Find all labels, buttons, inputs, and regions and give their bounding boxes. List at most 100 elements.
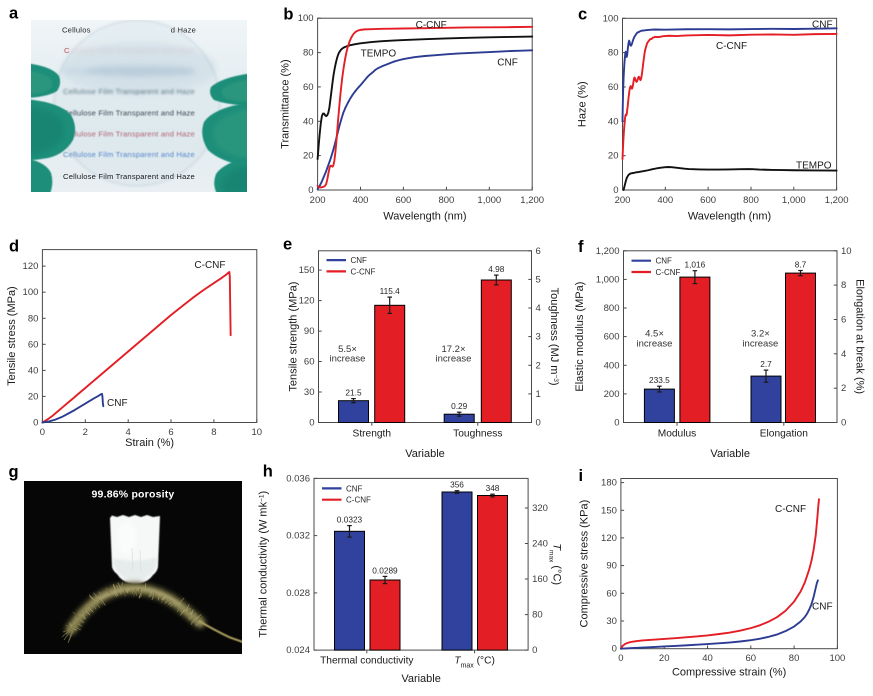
svg-text:Cellulose Film Transparent and: Cellulose Film Transparent and Haze [63, 87, 195, 96]
svg-text:6: 6 [841, 315, 846, 326]
svg-text:h: h [263, 462, 273, 480]
svg-text:2.7: 2.7 [760, 359, 772, 369]
svg-text:200: 200 [604, 389, 620, 400]
svg-text:600: 600 [604, 332, 620, 343]
svg-text:600: 600 [700, 195, 716, 206]
svg-text:Thermal conductivity (W mk−1): Thermal conductivity (W mk−1) [258, 491, 270, 638]
svg-text:C-CNF: C-CNF [346, 496, 371, 505]
svg-text:4.5×: 4.5× [645, 328, 664, 339]
svg-text:0: 0 [33, 418, 38, 429]
svg-text:400: 400 [657, 195, 673, 206]
svg-text:Cellulose Film Transparent and: Cellulose Film Transparent and Haze [63, 46, 195, 55]
svg-text:C-CNF: C-CNF [416, 20, 447, 31]
svg-text:0: 0 [308, 185, 313, 196]
svg-text:CNF: CNF [351, 256, 368, 265]
svg-text:115.4: 115.4 [380, 286, 401, 296]
svg-text:21.5: 21.5 [345, 388, 362, 398]
svg-text:80: 80 [303, 48, 314, 59]
svg-text:Strength: Strength [353, 429, 392, 440]
svg-text:TEMPO: TEMPO [361, 49, 397, 60]
svg-text:Cellulose Film Transparent and: Cellulose Film Transparent and Haze [63, 130, 195, 139]
svg-text:5.5×: 5.5× [338, 344, 357, 355]
svg-text:0.028: 0.028 [286, 588, 310, 599]
svg-text:10: 10 [252, 427, 263, 438]
svg-text:0: 0 [614, 418, 619, 429]
svg-text:0: 0 [612, 644, 617, 655]
svg-text:Wavelength (nm): Wavelength (nm) [383, 211, 466, 223]
svg-text:Cellulose Film Transparent and: Cellulose Film Transparent and Haze [63, 109, 195, 118]
svg-text:240: 240 [532, 539, 548, 550]
svg-text:800: 800 [743, 195, 759, 206]
svg-text:100: 100 [298, 13, 314, 24]
svg-text:100: 100 [829, 653, 845, 664]
svg-text:90: 90 [606, 561, 617, 572]
svg-text:1,000: 1,000 [477, 195, 501, 206]
svg-text:400: 400 [604, 360, 620, 371]
svg-text:b: b [283, 6, 293, 24]
svg-text:C-CNF: C-CNF [656, 268, 681, 277]
svg-text:120: 120 [299, 296, 315, 307]
svg-text:120: 120 [23, 261, 39, 272]
svg-text:233.5: 233.5 [649, 375, 670, 385]
svg-text:150: 150 [601, 505, 617, 516]
svg-text:Elastic modulus (MPa): Elastic modulus (MPa) [574, 282, 586, 392]
svg-text:120: 120 [601, 533, 617, 544]
svg-text:Cellulose Film Transparent and: Cellulose Film Transparent and Haze [63, 150, 195, 159]
svg-text:5: 5 [536, 274, 541, 285]
svg-text:Elongation at break (%): Elongation at break (%) [854, 279, 866, 394]
svg-text:40: 40 [702, 653, 713, 664]
svg-text:348: 348 [486, 483, 500, 493]
svg-text:Variable: Variable [401, 673, 441, 685]
svg-text:800: 800 [438, 195, 454, 206]
svg-text:2: 2 [536, 360, 541, 371]
svg-text:Cellulose Film Transparent and: Cellulose Film Transparent and Haze [63, 67, 195, 76]
svg-text:C-CNF: C-CNF [194, 260, 225, 271]
svg-text:100: 100 [603, 13, 619, 24]
svg-text:0: 0 [532, 645, 537, 656]
svg-text:60: 60 [608, 82, 619, 93]
svg-text:40: 40 [303, 116, 314, 127]
svg-text:200: 200 [310, 195, 326, 206]
svg-text:0: 0 [841, 418, 846, 429]
svg-text:increase: increase [436, 354, 472, 365]
svg-text:Modulus: Modulus [658, 429, 697, 440]
svg-text:356: 356 [450, 480, 464, 490]
svg-text:i: i [579, 467, 584, 485]
svg-text:increase: increase [330, 354, 366, 365]
svg-text:320: 320 [532, 503, 548, 514]
svg-text:800: 800 [604, 303, 620, 314]
svg-text:0.032: 0.032 [286, 531, 310, 542]
svg-text:d: d [9, 238, 19, 256]
svg-text:0: 0 [613, 185, 618, 196]
svg-text:60: 60 [606, 588, 617, 599]
svg-text:2: 2 [841, 383, 846, 394]
svg-text:10: 10 [841, 246, 852, 257]
svg-text:CNF: CNF [656, 257, 673, 266]
svg-text:4: 4 [536, 303, 541, 314]
svg-text:0.0323: 0.0323 [337, 515, 363, 525]
svg-text:Compressive stress (KPa): Compressive stress (KPa) [579, 500, 591, 628]
svg-text:Compressive strain (%): Compressive strain (%) [672, 667, 786, 679]
svg-text:4: 4 [126, 427, 131, 438]
svg-text:1,200: 1,200 [825, 195, 849, 206]
svg-text:6: 6 [168, 427, 173, 438]
svg-text:60: 60 [303, 82, 314, 93]
svg-text:a: a [9, 4, 19, 22]
svg-text:1,200: 1,200 [520, 195, 544, 206]
svg-text:600: 600 [395, 195, 411, 206]
svg-text:0: 0 [309, 418, 314, 429]
svg-text:8: 8 [211, 427, 216, 438]
svg-text:0.0289: 0.0289 [372, 565, 398, 575]
svg-text:80: 80 [28, 313, 39, 324]
svg-text:Thermal conductivity: Thermal conductivity [320, 656, 414, 667]
svg-text:3.2×: 3.2× [751, 328, 770, 339]
svg-text:60: 60 [28, 339, 39, 350]
svg-text:3: 3 [536, 332, 541, 343]
svg-text:80: 80 [532, 610, 543, 621]
svg-text:1: 1 [536, 389, 541, 400]
svg-text:200: 200 [615, 195, 631, 206]
svg-text:Wavelength (nm): Wavelength (nm) [688, 211, 771, 223]
svg-text:1,200: 1,200 [596, 246, 620, 257]
svg-text:C-CNF: C-CNF [775, 504, 806, 515]
svg-text:C-CNF: C-CNF [351, 267, 376, 276]
